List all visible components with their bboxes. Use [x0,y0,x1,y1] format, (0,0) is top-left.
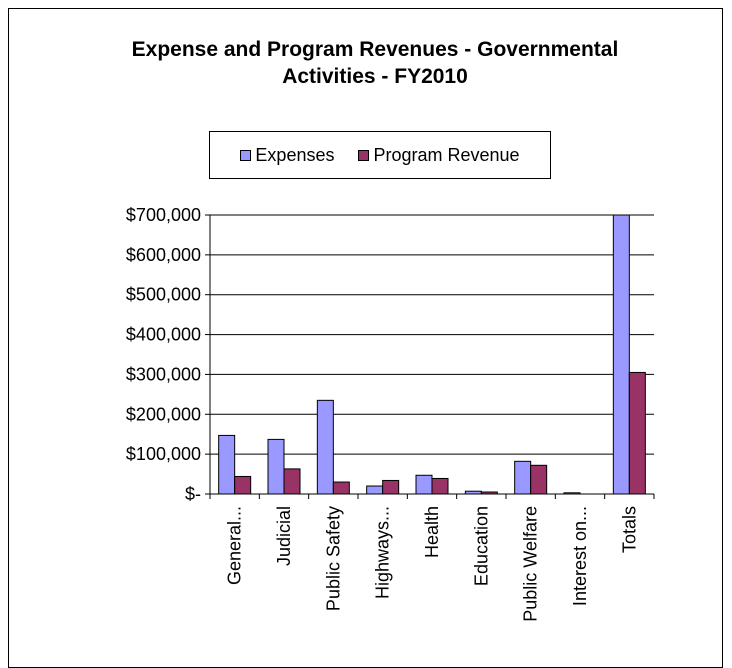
bar-expenses [267,438,285,495]
y-tick-label: $600,000 [126,245,201,265]
bar-program-revenue [283,468,301,495]
bar-program-revenue [332,481,350,495]
bar-program-revenue [431,477,449,495]
legend-label-expenses: Expenses [255,144,335,165]
bar-program-revenue [628,371,646,495]
y-tick-label: $700,000 [126,205,201,225]
x-tick-label: Highways... [373,506,393,599]
bar-expenses [366,485,384,495]
y-tick-label: $200,000 [126,404,201,424]
x-tick-label: Interest on... [570,506,590,606]
x-tick-label: Totals [619,506,639,553]
y-tick-label: $400,000 [126,325,201,345]
bar-expenses [514,460,532,495]
x-tick-label: Public Welfare [521,506,541,622]
chart-legend: Expenses Program Revenue [209,131,551,179]
y-tick-label: $- [185,484,201,504]
legend-swatch-program-revenue [358,149,370,161]
legend-item-program-revenue: Program Revenue [358,144,520,166]
bar-expenses [316,399,334,495]
bar-expenses [218,434,236,495]
x-tick-label: Health [422,506,442,558]
chart-title-line-2: Activities - FY2010 [282,65,468,88]
chart-frame [8,8,723,668]
bar-expenses [415,474,433,495]
bar-program-revenue [530,464,548,495]
x-tick-label: General... [225,506,245,585]
legend-swatch-expenses [240,149,252,161]
legend-label-program-revenue: Program Revenue [373,144,520,165]
bar-expenses [612,214,630,495]
bar-program-revenue [382,479,400,495]
y-tick-label: $100,000 [126,444,201,464]
x-tick-label: Education [471,506,491,586]
bar-program-revenue [234,475,252,495]
legend-item-expenses: Expenses [240,145,334,166]
chart-title-line-1: Expense and Program Revenues - Governmen… [131,38,619,61]
y-tick-label: $500,000 [126,285,201,305]
y-tick-label: $300,000 [126,364,201,384]
x-tick-label: Judicial [274,506,294,566]
x-tick-label: Public Safety [323,506,343,611]
chart-title: Expense and Program Revenues - Governmen… [80,36,670,90]
